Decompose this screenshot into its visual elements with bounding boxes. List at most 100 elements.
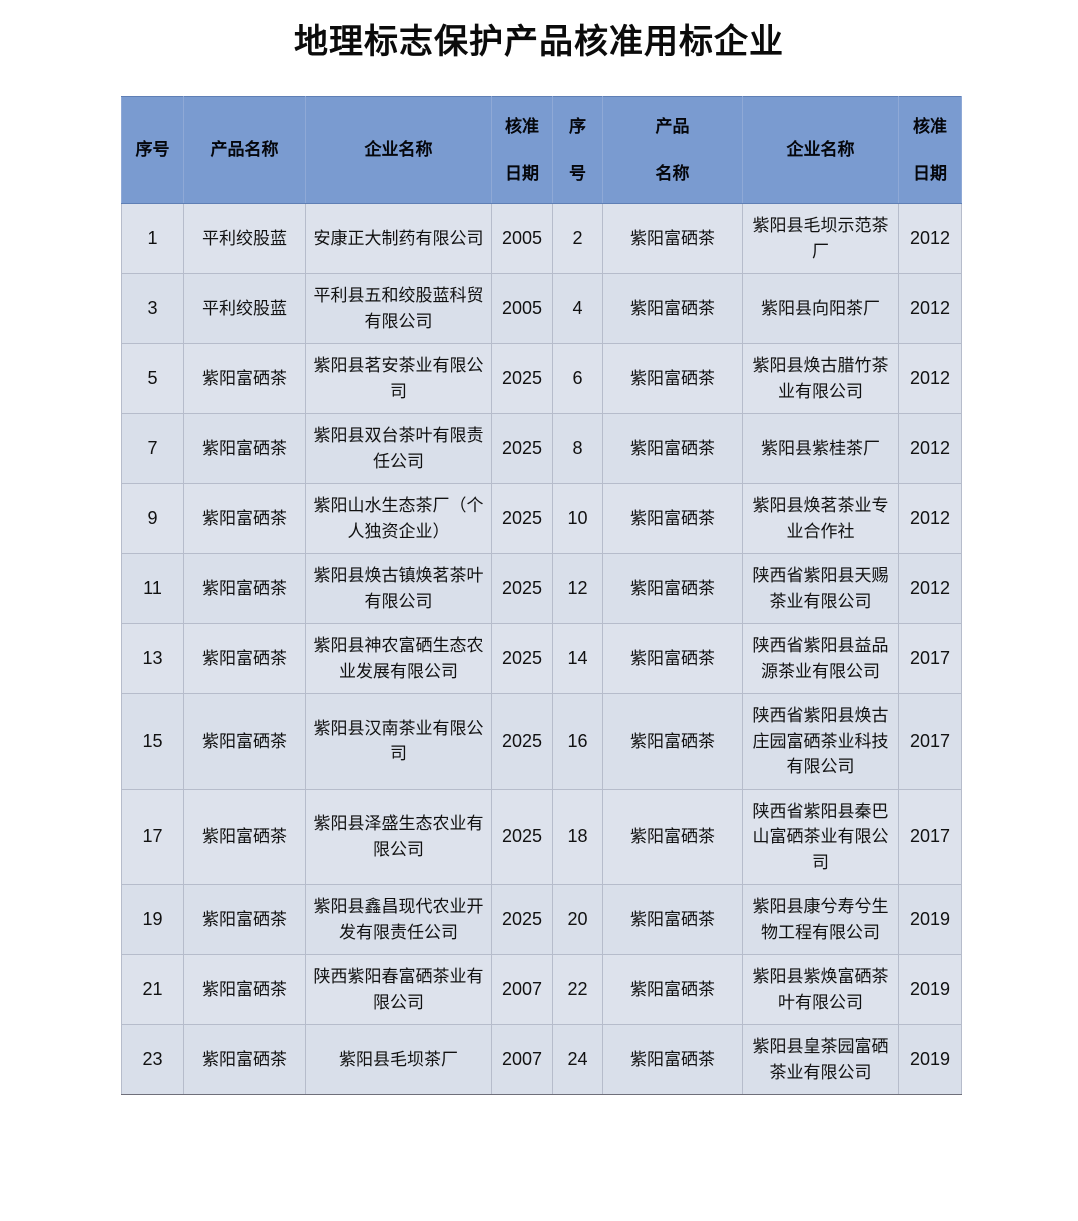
- column-header-date-left-line2: 日期: [505, 164, 539, 183]
- cell-seq-left: 9: [121, 483, 184, 554]
- table-row: 7 紫阳富硒茶 紫阳县双台茶叶有限责任公司 2025 8 紫阳富硒茶 紫阳县紫桂茶厂 2012: [121, 413, 962, 484]
- column-header-date-left-line1: 核准: [505, 116, 539, 136]
- cell-date-left: 2005: [491, 203, 553, 274]
- column-header-product-left-line1: 产品名称: [210, 140, 279, 160]
- cell-date-left: 2025: [491, 413, 553, 484]
- cell-seq-right: 22: [552, 954, 603, 1025]
- cell-date-left: 2025: [491, 553, 553, 624]
- column-header-date-right-line2: 日期: [913, 164, 947, 183]
- cell-date-right: 2012: [898, 273, 962, 344]
- column-header-product-right: 产品 名称: [602, 96, 743, 204]
- cell-seq-right: 24: [552, 1024, 603, 1095]
- cell-enterprise-right: 陕西省紫阳县益品源茶业有限公司: [742, 623, 899, 694]
- column-header-product-right-line1: 产品: [655, 116, 690, 136]
- enterprise-registry-table: 序号 产品名称 企业名称 核准 日期 序: [121, 96, 962, 1095]
- cell-enterprise-right: 紫阳县紫桂茶厂: [742, 413, 899, 484]
- header-spacer: [495, 139, 549, 161]
- cell-product-left: 紫阳富硒茶: [183, 553, 306, 624]
- table-row: 3 平利绞股蓝 平利县五和绞股蓝科贸有限公司 2005 4 紫阳富硒茶 紫阳县向阳茶厂 201…: [121, 273, 962, 344]
- cell-enterprise-left: 陕西紫阳春富硒茶业有限公司: [305, 954, 492, 1025]
- cell-date-right: 2012: [898, 413, 962, 484]
- cell-enterprise-left: 紫阳县毛坝茶厂: [305, 1024, 492, 1095]
- cell-product-left: 紫阳富硒茶: [183, 788, 306, 885]
- column-header-enterprise-right-line1: 企业名称: [786, 140, 855, 160]
- cell-date-right: 2012: [898, 343, 962, 414]
- cell-enterprise-left: 紫阳县泽盛生态农业有限公司: [305, 788, 492, 885]
- cell-date-right: 2012: [898, 203, 962, 274]
- cell-enterprise-left: 安康正大制药有限公司: [305, 203, 492, 274]
- table-row: 15 紫阳富硒茶 紫阳县汉南茶业有限公司 2025 16 紫阳富硒茶 陕西省紫阳县焕古庄园富…: [121, 693, 962, 790]
- cell-product-left: 紫阳富硒茶: [183, 413, 306, 484]
- table-row: 9 紫阳富硒茶 紫阳山水生态茶厂（个人独资企业） 2025 10 紫阳富硒茶 紫阳县焕茗茶业…: [121, 483, 962, 554]
- cell-product-left: 紫阳富硒茶: [183, 1024, 306, 1095]
- cell-date-right: 2017: [898, 693, 962, 790]
- cell-seq-left: 13: [121, 623, 184, 694]
- cell-date-left: 2005: [491, 273, 553, 344]
- cell-enterprise-right: 紫阳县向阳茶厂: [742, 273, 899, 344]
- cell-date-left: 2025: [491, 788, 553, 885]
- table-header-row: 序号 产品名称 企业名称 核准 日期 序: [121, 96, 962, 204]
- cell-seq-right: 14: [552, 623, 603, 694]
- cell-enterprise-right: 紫阳县焕古腊竹茶业有限公司: [742, 343, 899, 414]
- cell-product-left: 紫阳富硒茶: [183, 483, 306, 554]
- cell-seq-left: 23: [121, 1024, 184, 1095]
- cell-enterprise-right: 紫阳县皇茶园富硒茶业有限公司: [742, 1024, 899, 1095]
- cell-date-left: 2025: [491, 623, 553, 694]
- cell-seq-right: 18: [552, 788, 603, 885]
- table-body: 1 平利绞股蓝 安康正大制药有限公司 2005 2 紫阳富硒茶 紫阳县毛坝示范茶厂 2012 3…: [121, 203, 962, 1095]
- column-header-enterprise-right: 企业名称: [742, 96, 899, 204]
- column-header-seq-right: 序 号: [552, 96, 603, 204]
- cell-date-right: 2019: [898, 954, 962, 1025]
- cell-date-right: 2012: [898, 483, 962, 554]
- cell-product-right: 紫阳富硒茶: [602, 553, 743, 624]
- cell-seq-left: 11: [121, 553, 184, 624]
- column-header-seq-right-line1: 序: [569, 116, 586, 136]
- cell-enterprise-left: 紫阳县茗安茶业有限公司: [305, 343, 492, 414]
- cell-product-left: 平利绞股蓝: [183, 203, 306, 274]
- cell-product-left: 紫阳富硒茶: [183, 884, 306, 955]
- table-row: 21 紫阳富硒茶 陕西紫阳春富硒茶业有限公司 2007 22 紫阳富硒茶 紫阳县紫焕富硒茶叶…: [121, 954, 962, 1025]
- cell-seq-left: 7: [121, 413, 184, 484]
- column-header-enterprise-left: 企业名称: [305, 96, 492, 204]
- column-header-date-right: 核准 日期: [898, 96, 962, 204]
- header-spacer: [556, 139, 599, 161]
- column-header-seq-right-line2: 号: [569, 164, 586, 183]
- cell-enterprise-left: 紫阳县焕古镇焕茗茶叶有限公司: [305, 553, 492, 624]
- cell-date-left: 2025: [491, 483, 553, 554]
- cell-product-right: 紫阳富硒茶: [602, 203, 743, 274]
- cell-seq-right: 4: [552, 273, 603, 344]
- cell-enterprise-left: 紫阳县双台茶叶有限责任公司: [305, 413, 492, 484]
- column-header-date-right-line1: 核准: [913, 116, 947, 136]
- cell-enterprise-left: 紫阳县神农富硒生态农业发展有限公司: [305, 623, 492, 694]
- cell-enterprise-right: 紫阳县康兮寿兮生物工程有限公司: [742, 884, 899, 955]
- cell-seq-left: 21: [121, 954, 184, 1025]
- cell-seq-right: 12: [552, 553, 603, 624]
- cell-seq-right: 16: [552, 693, 603, 790]
- cell-enterprise-left: 平利县五和绞股蓝科贸有限公司: [305, 273, 492, 344]
- table-row: 5 紫阳富硒茶 紫阳县茗安茶业有限公司 2025 6 紫阳富硒茶 紫阳县焕古腊竹茶业有限公司…: [121, 343, 962, 414]
- cell-product-right: 紫阳富硒茶: [602, 623, 743, 694]
- table-container: 序号 产品名称 企业名称 核准 日期 序: [121, 96, 962, 1095]
- table-row: 13 紫阳富硒茶 紫阳县神农富硒生态农业发展有限公司 2025 14 紫阳富硒茶 陕西省紫阳…: [121, 623, 962, 694]
- cell-product-right: 紫阳富硒茶: [602, 693, 743, 790]
- column-header-seq-left: 序号: [121, 96, 184, 204]
- cell-seq-right: 10: [552, 483, 603, 554]
- cell-date-right: 2017: [898, 788, 962, 885]
- cell-product-right: 紫阳富硒茶: [602, 954, 743, 1025]
- table-row: 1 平利绞股蓝 安康正大制药有限公司 2005 2 紫阳富硒茶 紫阳县毛坝示范茶厂 2012: [121, 203, 962, 274]
- cell-product-left: 紫阳富硒茶: [183, 693, 306, 790]
- cell-seq-right: 20: [552, 884, 603, 955]
- cell-product-right: 紫阳富硒茶: [602, 884, 743, 955]
- cell-product-right: 紫阳富硒茶: [602, 273, 743, 344]
- cell-date-right: 2019: [898, 884, 962, 955]
- cell-product-left: 平利绞股蓝: [183, 273, 306, 344]
- cell-date-left: 2007: [491, 1024, 553, 1095]
- cell-enterprise-left: 紫阳山水生态茶厂（个人独资企业）: [305, 483, 492, 554]
- column-header-enterprise-left-line1: 企业名称: [364, 140, 433, 160]
- table-row: 11 紫阳富硒茶 紫阳县焕古镇焕茗茶叶有限公司 2025 12 紫阳富硒茶 陕西省紫阳县天赐…: [121, 553, 962, 624]
- cell-seq-right: 6: [552, 343, 603, 414]
- cell-date-left: 2007: [491, 954, 553, 1025]
- cell-enterprise-left: 紫阳县汉南茶业有限公司: [305, 693, 492, 790]
- cell-seq-left: 17: [121, 788, 184, 885]
- cell-seq-right: 2: [552, 203, 603, 274]
